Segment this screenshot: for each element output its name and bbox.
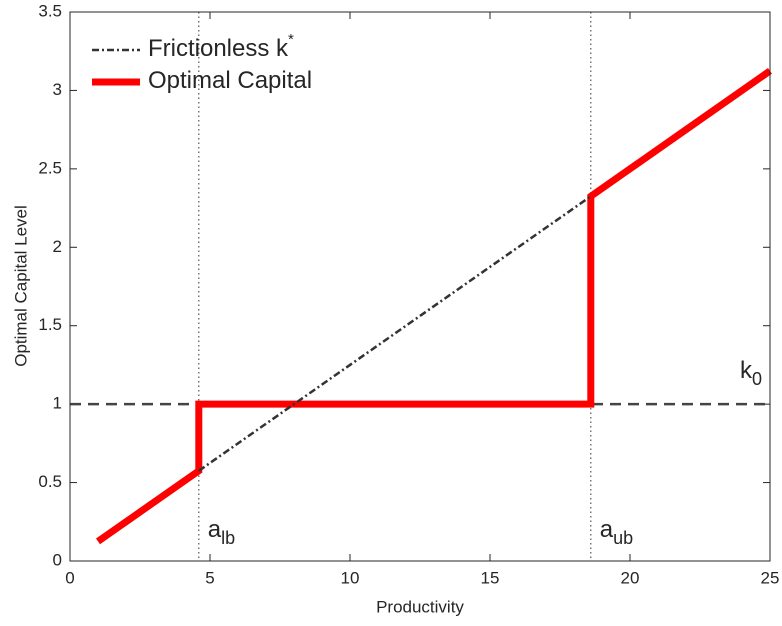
y-tick-label: 1 <box>53 394 62 413</box>
threshold-label: alb <box>208 516 235 547</box>
x-tick-label: 0 <box>65 568 74 587</box>
reference-label: k0 <box>740 357 762 388</box>
y-axis-label: Optimal Capital Level <box>11 205 30 367</box>
legend-label-main: Optimal Capital <box>148 67 312 94</box>
y-tick-label: 2 <box>53 237 62 256</box>
y-tick-label: 0 <box>53 550 62 569</box>
plot-frame <box>69 11 771 562</box>
series-line <box>95 67 773 545</box>
x-axis-label: Productivity <box>376 597 464 616</box>
x-tick-label: 10 <box>341 568 360 587</box>
legend-label: Frictionless k* <box>148 31 294 62</box>
threshold-label-sub: lb <box>221 528 235 548</box>
threshold-label: aub <box>600 516 633 547</box>
reference-label-main: k <box>740 357 753 384</box>
reference-label-sub: 0 <box>752 369 762 389</box>
x-tick-label: 20 <box>621 568 640 587</box>
y-tick-label: 3.5 <box>38 1 62 20</box>
y-tick-label: 1.5 <box>38 315 62 334</box>
y-tick-label: 2.5 <box>38 158 62 177</box>
x-tick-label: 25 <box>761 568 780 587</box>
series-line <box>198 195 592 472</box>
x-tick-label: 15 <box>481 568 500 587</box>
y-tick-label: 0.5 <box>38 472 62 491</box>
threshold-label-sub: ub <box>613 528 633 548</box>
x-tick-label: 5 <box>205 568 214 587</box>
legend-label-sup: * <box>288 31 294 48</box>
legend-label: Optimal Capital <box>148 67 312 94</box>
threshold-label-main: a <box>208 516 222 543</box>
threshold-label-main: a <box>600 516 614 543</box>
legend-label-main: Frictionless k <box>148 35 289 62</box>
y-tick-label: 3 <box>53 80 62 99</box>
